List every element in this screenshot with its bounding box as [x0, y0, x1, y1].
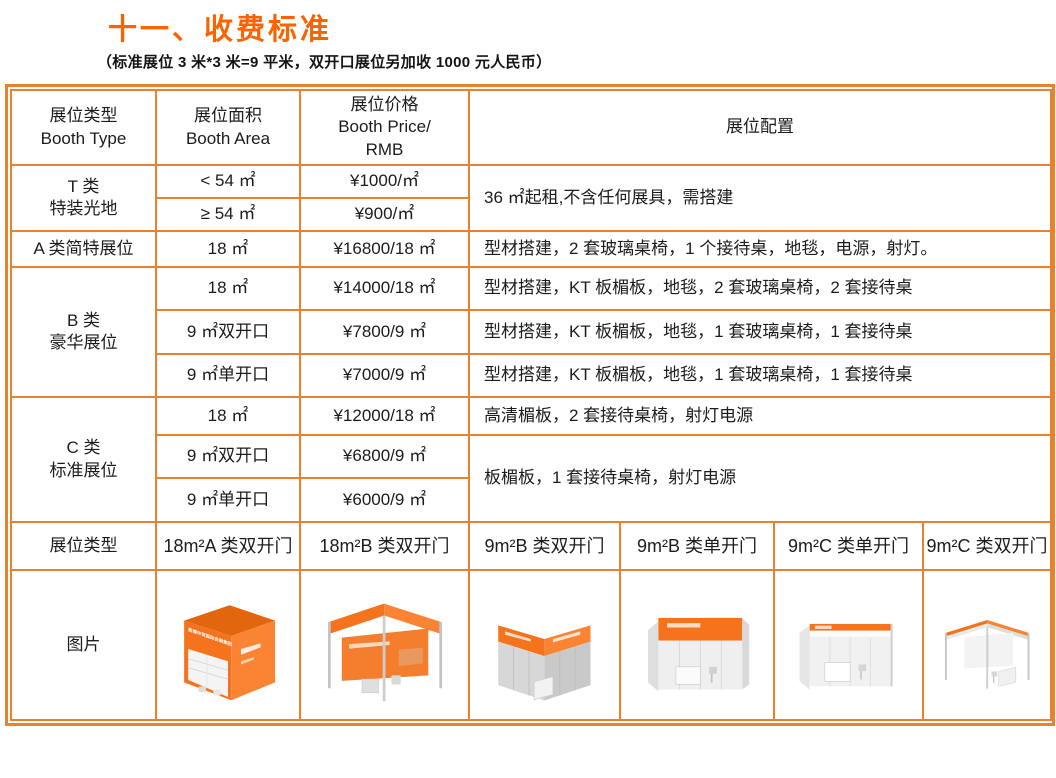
booth-type-9b-single: 9m²B 类单开门 [619, 521, 775, 571]
cell-type-t: T 类 特装光地 [10, 164, 157, 232]
booth-type-row-label: 展位类型 [10, 521, 157, 571]
cell-price: ¥12000/18 ㎡ [299, 396, 470, 436]
table-row: 9 ㎡双开口 ¥6800/9 ㎡ 板楣板，1 套接待桌椅，射灯电源 [11, 434, 1052, 523]
cell-price: ¥14000/18 ㎡ [299, 266, 470, 311]
page-subtitle: （标准展位 3 米*3 米=9 平米，双开口展位另加收 1000 元人民币） [97, 54, 552, 71]
header-booth-type: 展位类型 Booth Type [10, 89, 157, 166]
booth-pricing-table: 展位类型 Booth Type 展位面积 Booth Area 展位价格 Boo… [10, 89, 1052, 721]
table-row: C 类 标准展位 18 ㎡ ¥12000/18 ㎡ 高清楣板，2 套接待桌椅，射… [10, 396, 1052, 523]
booth-type-9b-double: 9m²B 类双开门 [468, 521, 621, 571]
cell-config: 型材搭建，2 套玻璃桌椅，1 个接待桌，地毯，电源，射灯。 [468, 230, 1052, 268]
header-booth-config: 展位配置 [468, 89, 1052, 166]
cell-type-a: A 类简特展位 [10, 230, 157, 268]
cell-config: 板楣板，1 套接待桌椅，射灯电源 [468, 434, 1052, 523]
cell-price: ¥1000/㎡ [299, 164, 470, 199]
cell-area: ≥ 54 ㎡ [155, 197, 301, 232]
cell-price: ¥16800/18 ㎡ [299, 230, 470, 268]
header-booth-area: 展位面积 Booth Area [155, 89, 301, 166]
header-booth-price: 展位价格 Booth Price/ RMB [299, 89, 470, 166]
image-row-label: 图片 [10, 569, 157, 721]
cell-config: 型材搭建，KT 板楣板，地毯，2 套玻璃桌椅，2 套接待桌 [468, 266, 1052, 311]
cell-area: 18 ㎡ [155, 266, 301, 311]
booth-type-18b: 18m²B 类双开门 [299, 521, 470, 571]
pricing-table: 展位类型 Booth Type 展位面积 Booth Area 展位价格 Boo… [5, 84, 1055, 726]
table-row: A 类简特展位 18 ㎡ ¥16800/18 ㎡ 型材搭建，2 套玻璃桌椅，1 … [10, 230, 1052, 268]
booth-image-9b-double-door [474, 573, 615, 717]
cell-area: 9 ㎡单开口 [155, 353, 301, 398]
table-row: 9 ㎡单开口 ¥6000/9 ㎡ [11, 477, 1051, 523]
cell-area: 9 ㎡双开口 [155, 309, 301, 355]
table-row: 9 ㎡单开口 ¥7000/9 ㎡ 型材搭建，KT 板楣板，地毯，1 套玻璃桌椅，… [11, 353, 1052, 398]
booth-type-row: 展位类型 18m²A 类双开门 18m²B 类双开门 9m²B 类双开门 9m²… [10, 521, 1052, 571]
cell-price: ¥6000/9 ㎡ [299, 477, 470, 523]
cell-area: 9 ㎡双开口 [155, 434, 301, 479]
cell-config: 型材搭建，KT 板楣板，地毯，1 套玻璃桌椅，1 套接待桌 [468, 353, 1052, 398]
booth-type-18a: 18m²A 类双开门 [155, 521, 301, 571]
cell-area: 18 ㎡ [155, 230, 301, 268]
booth-image-9c-single-door [779, 573, 918, 717]
cell-price: ¥900/㎡ [299, 197, 470, 232]
booth-image-row: 图片 高博中贸国际会展集团 [10, 569, 1052, 721]
cell-config: 36 ㎡起租,不含任何展具，需搭建 [468, 164, 1052, 232]
table-row: T 类 特装光地 < 54 ㎡ ¥1000/㎡ 36 ㎡起租,不含任何展具，需搭… [10, 164, 1052, 232]
cell-price: ¥7000/9 ㎡ [299, 353, 470, 398]
booth-type-9c-double: 9m²C 类双开门 [922, 521, 1052, 571]
cell-area: < 54 ㎡ [155, 164, 301, 199]
booth-image-18a-double-door: 高博中贸国际会展集团 [161, 573, 295, 717]
cell-config: 高清楣板，2 套接待桌椅，射灯电源 [468, 396, 1052, 436]
table-row: ≥ 54 ㎡ ¥900/㎡ [11, 197, 1051, 232]
table-row: 9 ㎡双开口 ¥7800/9 ㎡ 型材搭建，KT 板楣板，地毯，1 套玻璃桌椅，… [11, 309, 1052, 355]
booth-image-9b-single-door [625, 573, 769, 717]
cell-area: 18 ㎡ [155, 396, 301, 436]
booth-image-18b-double-door [305, 573, 464, 717]
booth-image-9c-double-door [928, 573, 1046, 717]
cell-config: 型材搭建，KT 板楣板，地毯，1 套玻璃桌椅，1 套接待桌 [468, 309, 1052, 355]
cell-price: ¥6800/9 ㎡ [299, 434, 470, 479]
booth-type-9c-single: 9m²C 类单开门 [773, 521, 924, 571]
cell-area: 9 ㎡单开口 [155, 477, 301, 523]
cell-type-b: B 类 豪华展位 [10, 266, 157, 398]
table-row: B 类 豪华展位 18 ㎡ ¥14000/18 ㎡ 型材搭建，KT 板楣板，地毯… [10, 266, 1052, 398]
cell-price: ¥7800/9 ㎡ [299, 309, 470, 355]
page-title: 十一、收费标准 [108, 14, 333, 46]
cell-type-c: C 类 标准展位 [10, 396, 157, 523]
